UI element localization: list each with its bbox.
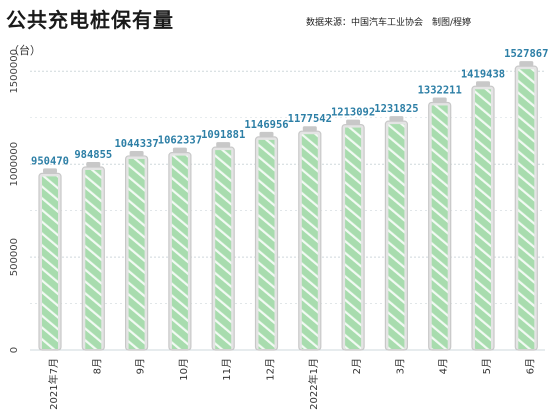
bar-fill: [215, 150, 232, 349]
x-tick-label: 9月: [135, 358, 147, 374]
x-tick-label: 4月: [438, 358, 450, 374]
bar-fill: [128, 158, 145, 349]
value-label: 1419438: [461, 68, 505, 80]
bar: [341, 119, 365, 351]
bar-fill: [518, 69, 535, 349]
value-label: 1146956: [244, 119, 288, 131]
grid-lines: [30, 70, 545, 351]
bar: [124, 150, 149, 351]
battery-cap: [172, 147, 187, 153]
bar-fill: [258, 139, 275, 349]
data-source: 数据来源：中国汽车工业协会 制图/程婷: [306, 18, 472, 28]
value-label: 1231825: [374, 103, 418, 115]
battery-cap: [43, 168, 57, 174]
value-label: 950470: [31, 155, 69, 167]
bars: [38, 61, 538, 351]
x-tick-label: 3月: [394, 358, 406, 374]
bar: [298, 126, 322, 351]
chart-title: 公共充电桩保有量: [6, 8, 174, 32]
value-label: 1177542: [288, 113, 332, 125]
battery-cap: [519, 61, 534, 67]
bar-fill: [388, 124, 405, 350]
value-label: 1044337: [114, 138, 158, 150]
bar: [81, 162, 105, 351]
value-label: 1091881: [201, 129, 245, 141]
value-label: 1332211: [418, 84, 462, 96]
x-tick-label: 5月: [481, 358, 493, 374]
y-axis-unit: （台）: [8, 44, 41, 57]
battery-cap: [259, 131, 274, 137]
bar: [254, 131, 279, 351]
bar-fill: [171, 155, 188, 349]
bar-fill: [431, 105, 448, 349]
bar: [384, 116, 408, 351]
x-tick-label: 10月: [178, 358, 190, 381]
bar: [38, 168, 62, 351]
battery-cap: [346, 119, 361, 125]
bar: [211, 142, 235, 351]
x-tick-label: 2022年1月: [307, 358, 320, 410]
bar-fill: [301, 134, 318, 349]
x-tick-label: 2021年7月: [47, 358, 60, 410]
value-label: 1527867: [504, 48, 548, 60]
bar: [514, 61, 538, 351]
battery-cap: [432, 97, 447, 103]
value-label: 1062337: [158, 135, 202, 147]
y-tick-label: 1500000: [9, 49, 20, 94]
value-label: 1213092: [331, 107, 375, 119]
y-tick-label: 0: [9, 347, 20, 353]
y-tick-label: 1000000: [9, 142, 20, 187]
x-axis-ticks: 2021年7月 8月 9月 10月 11月 12月 2022年1月 2月 3月 4月 5月 6月: [47, 358, 536, 410]
bar: [471, 81, 495, 351]
x-tick-label: 2月: [351, 358, 363, 374]
battery-cap: [476, 81, 490, 87]
bar: [168, 147, 192, 351]
x-tick-label: 12月: [265, 358, 277, 381]
bar-fill: [345, 127, 362, 350]
value-label: 984855: [74, 149, 112, 161]
bar-fill: [475, 89, 491, 349]
y-axis-ticks: 0 500000 1000000 1500000: [9, 49, 20, 353]
battery-cap: [389, 116, 404, 122]
battery-cap: [129, 150, 144, 156]
x-tick-label: 11月: [221, 358, 233, 381]
bar-fill: [42, 176, 58, 349]
battery-cap: [302, 126, 317, 132]
y-tick-label: 500000: [9, 238, 20, 276]
battery-cap: [86, 162, 101, 168]
bar-fill: [85, 170, 102, 349]
x-tick-label: 6月: [524, 358, 536, 374]
x-tick-label: 8月: [91, 358, 103, 374]
bar: [428, 97, 452, 351]
battery-cap: [216, 142, 231, 148]
